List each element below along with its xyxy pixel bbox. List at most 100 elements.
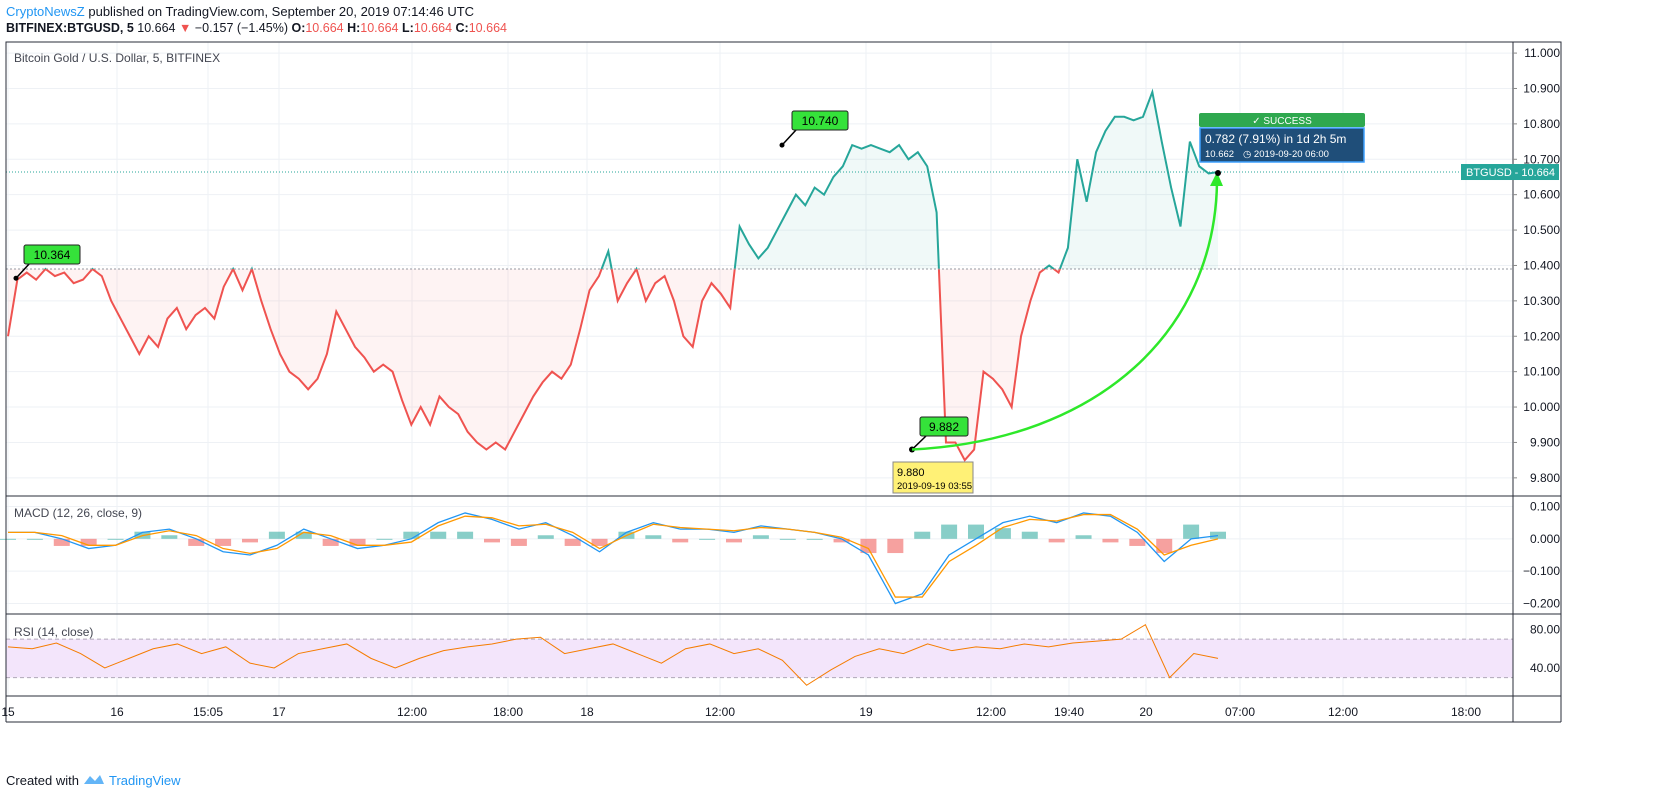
- footer: Created with TradingView: [6, 773, 181, 788]
- price-tick-label: 10.600: [1523, 188, 1560, 202]
- time-tick-label: 19: [859, 705, 873, 719]
- success-badge-bg: [1199, 113, 1365, 127]
- open-label: O:: [291, 21, 306, 35]
- price-change: −0.157 (−1.45%): [194, 21, 288, 35]
- macd-histogram-bar: [161, 535, 178, 539]
- macd-pane-title: MACD (12, 26, close, 9): [14, 506, 142, 520]
- flag-leader: [15, 262, 31, 279]
- tradingview-logo-icon[interactable]: [83, 773, 105, 788]
- flag-low-bg[interactable]: [919, 416, 969, 437]
- low-price-label: 9.880: [897, 467, 925, 479]
- time-tick-label: 18: [580, 705, 594, 719]
- price-tick-label: 11.000: [1524, 46, 1560, 60]
- outer-frame: [5, 41, 1562, 697]
- macd-histogram-bar: [672, 538, 689, 543]
- macd-histogram-bar: [860, 538, 877, 554]
- time-tick-label: 07:00: [1225, 705, 1255, 719]
- macd-histogram-bar: [1210, 531, 1226, 539]
- time-tick-label: 15: [1, 705, 15, 719]
- time-axis[interactable]: 15 16 15:05 17 12:00 18:00 18 12:00 19 12:00 19:40…: [1, 705, 1481, 719]
- price-label-symbol: BTGUSD: [1466, 167, 1512, 179]
- price-label-value: - 10.664: [1515, 167, 1555, 179]
- price-tick-label: 10.100: [1523, 365, 1560, 379]
- macd-histogram-bar: [914, 531, 931, 539]
- macd-histogram-bar: [26, 538, 43, 540]
- area-below-baseline: [8, 269, 1218, 461]
- price-pane[interactable]: Bitcoin Gold / U.S. Dollar, 5, BITFINEX: [6, 51, 1513, 462]
- flag-leader: [911, 435, 927, 451]
- macd-histogram-bar: [188, 538, 205, 546]
- time-tick-label: 12:00: [397, 705, 427, 719]
- close-value: 10.664: [468, 21, 507, 35]
- macd-histogram-bar: [1156, 538, 1173, 554]
- macd-histogram-bar: [1129, 538, 1146, 546]
- time-tick-label: 15:05: [193, 705, 223, 719]
- macd-tick-label: 0.000: [1530, 532, 1560, 546]
- macd-histogram-bar: [1183, 524, 1200, 539]
- macd-histogram-bar: [645, 535, 662, 539]
- macd-histogram-bar: [1075, 535, 1092, 539]
- symbol-info: BITFINEX:BTGUSD, 5 10.664 ▼ −0.157 (−1.4…: [6, 21, 507, 35]
- flag-high-bg[interactable]: [791, 110, 849, 131]
- macd-histogram-bar: [295, 531, 312, 539]
- down-arrow-icon: ▼: [179, 21, 192, 35]
- macd-tick-label: 0.100: [1530, 499, 1560, 513]
- published-text: published on TradingView.com, September …: [84, 4, 475, 19]
- macd-histogram-bar: [322, 538, 339, 546]
- chart-frame: [5, 41, 1562, 723]
- macd-histogram-bar: [403, 531, 420, 539]
- macd-histogram-bar: [349, 538, 366, 546]
- time-tick-label: 16: [110, 705, 124, 719]
- annotations[interactable]: 10.364 10.740 9.882 9.880 2019-09-19 03:55 ✓ …: [13, 110, 1366, 494]
- macd-histogram-bar: [510, 538, 527, 546]
- flag-high: 10.740: [802, 114, 839, 128]
- macd-histogram-bar: [1048, 538, 1065, 543]
- price-tick-label: 10.200: [1523, 329, 1560, 343]
- macd-histogram-bar: [484, 538, 500, 543]
- macd-histogram-bar: [806, 538, 823, 540]
- flag-low: 9.882: [929, 420, 959, 434]
- price-tick-label: 10.500: [1523, 223, 1560, 237]
- flag-start-bg[interactable]: [23, 244, 81, 265]
- tradingview-brand[interactable]: TradingView: [108, 773, 181, 788]
- open-value: 10.664: [305, 21, 344, 35]
- flag-leader: [781, 129, 797, 146]
- macd-histogram-bar: [80, 538, 97, 546]
- area-above-baseline: [8, 92, 1218, 269]
- flag-point: [13, 275, 19, 281]
- macd-tick-label: −0.100: [1523, 564, 1560, 578]
- price-axis[interactable]: 11.000 10.900 10.800 10.700 10.600 10.500 10.4…: [1461, 46, 1560, 675]
- rsi-tick-label: 80.00: [1530, 623, 1560, 637]
- macd-histogram-bar: [1021, 531, 1038, 539]
- publisher-link[interactable]: CryptoNewsZ: [6, 4, 85, 19]
- time-tick-label: 18:00: [1451, 705, 1481, 719]
- time-tick-label: 17: [272, 705, 286, 719]
- signal-line[interactable]: [8, 513, 1219, 598]
- macd-histogram-bar: [591, 538, 608, 546]
- price-line-below[interactable]: [7, 92, 1218, 462]
- macd-histogram-bar: [726, 538, 742, 543]
- time-tick-label: 12:00: [1328, 705, 1358, 719]
- projection-arrow: [911, 181, 1219, 451]
- price-tick-label: 10.300: [1523, 294, 1560, 308]
- flag-point: [779, 142, 785, 148]
- measure-box-bg: [1199, 127, 1365, 163]
- macd-line[interactable]: [8, 512, 1219, 605]
- price-tick-label: 10.000: [1523, 400, 1560, 414]
- high-label: H:: [347, 21, 361, 35]
- macd-histogram-bar: [1102, 538, 1119, 543]
- rsi-line[interactable]: [7, 624, 1219, 686]
- target-point: [1215, 170, 1221, 177]
- rsi-band: [6, 639, 1513, 678]
- arrow-head-icon: [1210, 172, 1223, 186]
- macd-tick-label: −0.200: [1523, 597, 1560, 611]
- macd-histogram-bar: [215, 538, 232, 546]
- rsi-pane[interactable]: RSI (14, close): [6, 624, 1513, 686]
- macd-pane[interactable]: MACD (12, 26, close, 9): [0, 506, 1226, 605]
- created-with-text: Created with: [6, 773, 79, 788]
- price-tick-label: 9.800: [1530, 471, 1560, 485]
- macd-histogram-bar: [752, 535, 769, 539]
- macd-histogram-bar: [994, 528, 1011, 539]
- low-price-time: 2019-09-19 03:55: [897, 481, 972, 492]
